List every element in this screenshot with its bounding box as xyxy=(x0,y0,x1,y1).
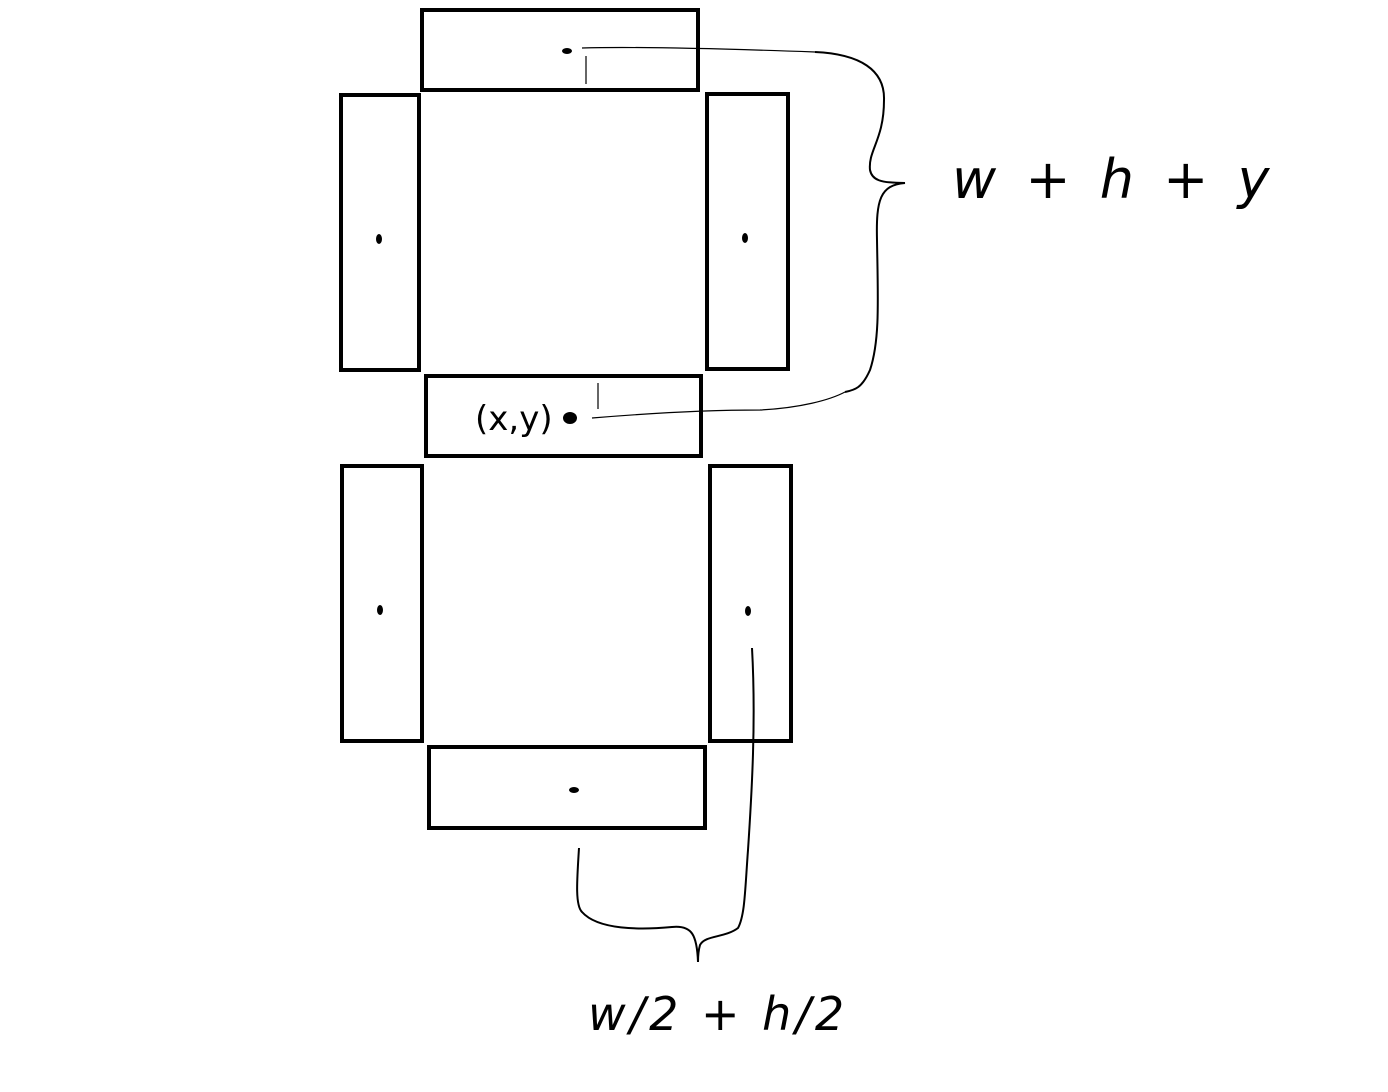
center-dot-bottom xyxy=(569,787,579,793)
segments xyxy=(339,8,793,830)
segment-top xyxy=(420,8,700,92)
center-dot-lower-left xyxy=(377,605,383,615)
segment-upper-left xyxy=(339,93,421,372)
segment-lower-right xyxy=(708,464,793,743)
top-leader-line xyxy=(581,46,816,53)
point-xy-label: (x,y) xyxy=(475,399,553,439)
upper-expression-label: w + h + y xyxy=(952,148,1276,211)
lower-annotation xyxy=(576,647,755,963)
center-dot-upper-left xyxy=(376,234,382,244)
segment-lower-left xyxy=(340,464,424,743)
center-dot-upper-right xyxy=(742,233,748,243)
lower-expression-label: w/2 + h/2 xyxy=(588,987,848,1041)
middle-leader-line xyxy=(591,391,846,419)
upper-annotation xyxy=(581,46,906,419)
segment-upper-right xyxy=(705,92,790,371)
upper-curly-brace xyxy=(814,51,906,393)
segment-center-dots xyxy=(376,48,751,793)
segment-bottom xyxy=(427,745,707,830)
lower-brace-right xyxy=(697,647,755,963)
center-dot-top xyxy=(562,48,572,54)
point-xy-dot xyxy=(563,412,577,424)
lower-brace-left xyxy=(576,847,699,963)
center-dot-lower-right xyxy=(745,606,751,616)
